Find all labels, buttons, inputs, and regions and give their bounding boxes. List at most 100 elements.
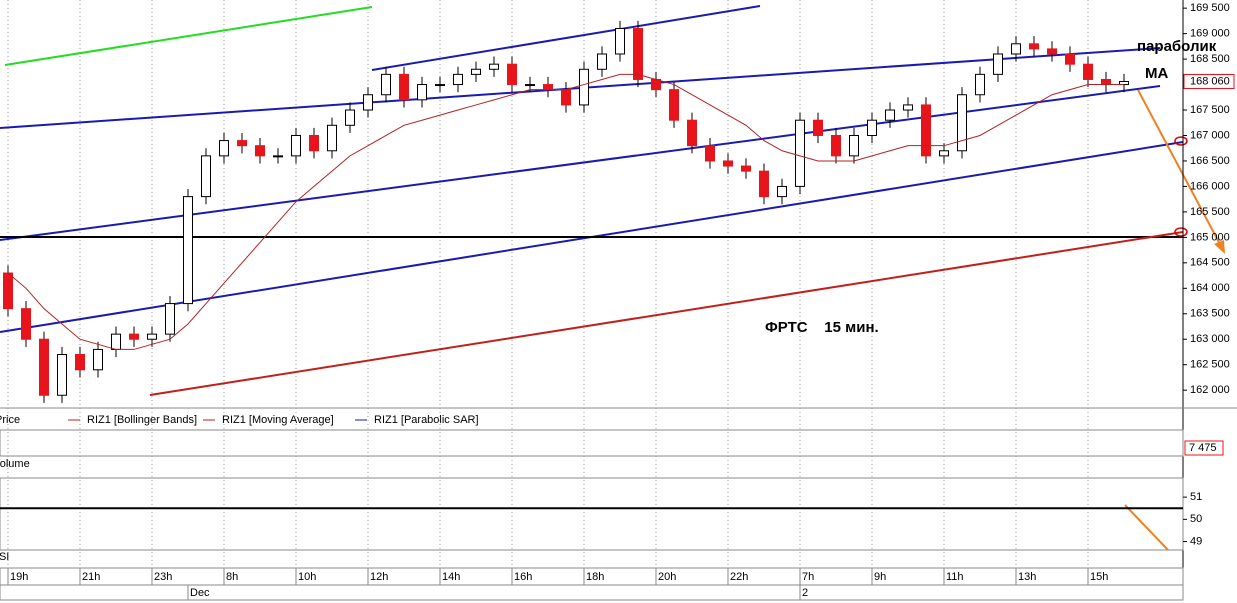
candle-body xyxy=(1083,63,1093,80)
candle-body xyxy=(615,28,625,55)
x-tick-label: 7h xyxy=(802,571,814,583)
rsi-panel xyxy=(0,477,1184,551)
candle-body xyxy=(147,333,157,340)
x-tick-label: 8h xyxy=(226,571,238,583)
candle-body xyxy=(57,354,67,396)
candle-body xyxy=(219,140,229,157)
candle-body xyxy=(795,119,805,187)
volume-box xyxy=(1184,440,1224,456)
x-tick-label: 20h xyxy=(658,571,676,583)
candle-body xyxy=(939,150,949,157)
x-tick-label: 11h xyxy=(946,571,964,583)
marker xyxy=(1174,227,1188,237)
candle-body xyxy=(885,109,895,121)
candle-body xyxy=(705,145,715,162)
candle-body xyxy=(165,303,175,335)
volume-label: 7 475 xyxy=(1189,442,1217,454)
y-tick-label: 162 500 xyxy=(1190,359,1230,371)
legend-label: RIZ1 [Bollinger Bands] xyxy=(87,414,197,426)
candle-body xyxy=(975,73,985,96)
rsi-tick-label: 51 xyxy=(1190,491,1202,503)
candle-body xyxy=(39,338,49,396)
rsi-tick-label: 49 xyxy=(1190,535,1202,547)
candle-body xyxy=(183,196,193,305)
last-price-label: 168 060 xyxy=(1190,75,1230,87)
y-tick-label: 164 000 xyxy=(1190,282,1230,294)
x-tick-label: 14h xyxy=(442,571,460,583)
indicator-line xyxy=(7,73,1124,350)
panel-title: RSI xyxy=(0,551,9,563)
candle-body xyxy=(93,348,103,371)
arrow xyxy=(1124,504,1169,551)
candle-body xyxy=(399,73,409,101)
y-tick-label: 168 500 xyxy=(1190,53,1230,65)
candle-body xyxy=(1029,43,1039,50)
candle-body xyxy=(777,185,787,198)
candle-body xyxy=(471,68,481,75)
candle-body xyxy=(903,104,913,111)
x-tick-label: 21h xyxy=(82,571,100,583)
candle-body xyxy=(1065,53,1075,65)
y-tick-label: 166 500 xyxy=(1190,155,1230,167)
y-tick-label: 167 500 xyxy=(1190,104,1230,116)
candle-body xyxy=(273,155,283,158)
annotation: ФРТС 15 мин. xyxy=(765,319,879,336)
date-label: Dec xyxy=(190,587,210,599)
candle-body xyxy=(129,333,139,340)
candle-body xyxy=(651,78,661,91)
y-tick-label: 163 000 xyxy=(1190,333,1230,345)
candle-body xyxy=(345,109,355,126)
x-tick-label: 10h xyxy=(298,571,316,583)
x-tick-label: 16h xyxy=(514,571,532,583)
y-tick-label: 164 500 xyxy=(1190,257,1230,269)
y-tick-label: 165 000 xyxy=(1190,231,1230,243)
x-tick-label: 13h xyxy=(1018,571,1036,583)
candle-body xyxy=(813,119,823,136)
legend-label: RIZ1 [Moving Average] xyxy=(222,414,334,426)
candle-body xyxy=(453,73,463,86)
y-tick-label: 167 000 xyxy=(1190,129,1230,141)
candle-body xyxy=(561,89,571,106)
y-tick-label: 163 500 xyxy=(1190,308,1230,320)
candle-body xyxy=(831,134,841,157)
candle-body xyxy=(237,140,247,147)
arrow-head xyxy=(1214,240,1225,254)
candle-body xyxy=(597,53,607,70)
y-tick-label: 165 500 xyxy=(1190,206,1230,218)
candle-body xyxy=(867,119,877,136)
x-tick-label: 12h xyxy=(370,571,388,583)
volume-panel xyxy=(0,429,1184,457)
candle-body xyxy=(1047,48,1057,55)
candle-body xyxy=(993,53,1003,75)
trend-line xyxy=(4,6,373,66)
x-tick-label: 18h xyxy=(586,571,604,583)
candle-body xyxy=(489,63,499,70)
candle-body xyxy=(75,354,85,371)
candle-body xyxy=(525,84,535,87)
candle-body xyxy=(921,104,931,157)
panel-title: Volume xyxy=(0,458,30,470)
candle-body xyxy=(255,145,265,157)
candle-body xyxy=(723,160,733,167)
y-tick-label: 166 000 xyxy=(1190,180,1230,192)
candle-body xyxy=(759,170,769,198)
candle-body xyxy=(957,94,967,152)
last-price-box xyxy=(1183,73,1235,89)
legend-label: Price xyxy=(0,414,20,426)
y-tick-label: 162 000 xyxy=(1190,384,1230,396)
candle-body xyxy=(291,134,301,157)
trend-line xyxy=(149,231,1183,396)
x-tick-label: 19h xyxy=(10,571,28,583)
time-axis xyxy=(0,567,1184,601)
candle-body xyxy=(381,73,391,96)
annotation: МА xyxy=(1145,65,1168,82)
legend-label: RIZ1 [Parabolic SAR] xyxy=(374,414,479,426)
rsi-tick-label: 50 xyxy=(1190,513,1202,525)
x-tick-label: 9h xyxy=(874,571,886,583)
candle-body xyxy=(507,63,517,86)
candle-body xyxy=(669,89,679,121)
x-tick-label: 22h xyxy=(730,571,748,583)
annotation: параболик xyxy=(1137,38,1217,55)
x-tick-label: 23h xyxy=(154,571,172,583)
